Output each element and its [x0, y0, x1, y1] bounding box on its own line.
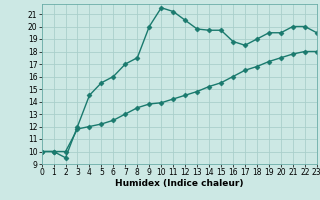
- X-axis label: Humidex (Indice chaleur): Humidex (Indice chaleur): [115, 179, 244, 188]
